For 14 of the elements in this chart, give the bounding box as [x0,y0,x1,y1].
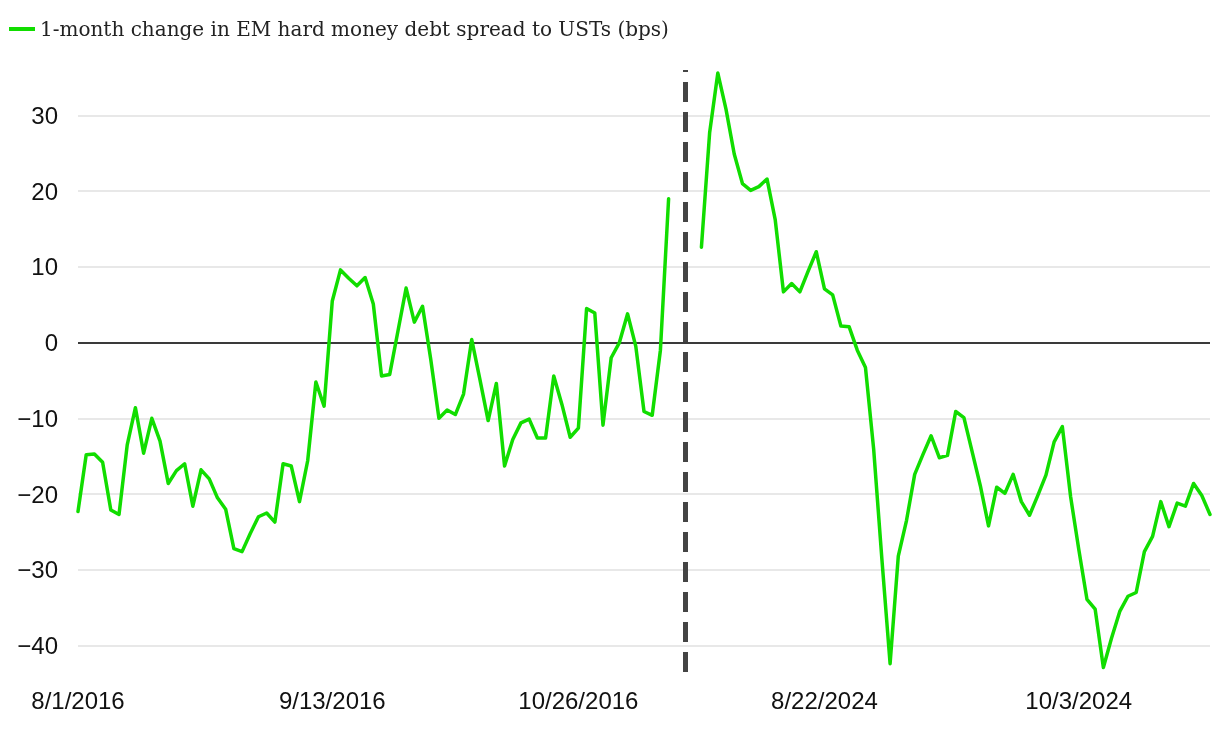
y-tick-label: 30 [31,101,58,129]
y-tick-label: −30 [17,556,58,584]
y-tick-label: 20 [31,177,58,205]
x-tick-label: 8/22/2024 [771,686,878,714]
x-tick-label: 10/26/2016 [518,686,639,714]
y-tick-label: 0 [44,329,58,357]
y-tick-label: −40 [17,632,58,659]
y-tick-label: −20 [17,480,58,508]
x-tick-label: 9/13/2016 [278,686,386,714]
x-tick-label: 10/3/2024 [1025,686,1133,714]
legend-label: 1-month change in EM hard money debt spread to USTs (bps) [40,17,669,41]
y-tick-label: 10 [31,253,58,281]
y-tick-label: −10 [17,404,58,432]
x-tick-label: 8/1/2016 [31,686,125,714]
